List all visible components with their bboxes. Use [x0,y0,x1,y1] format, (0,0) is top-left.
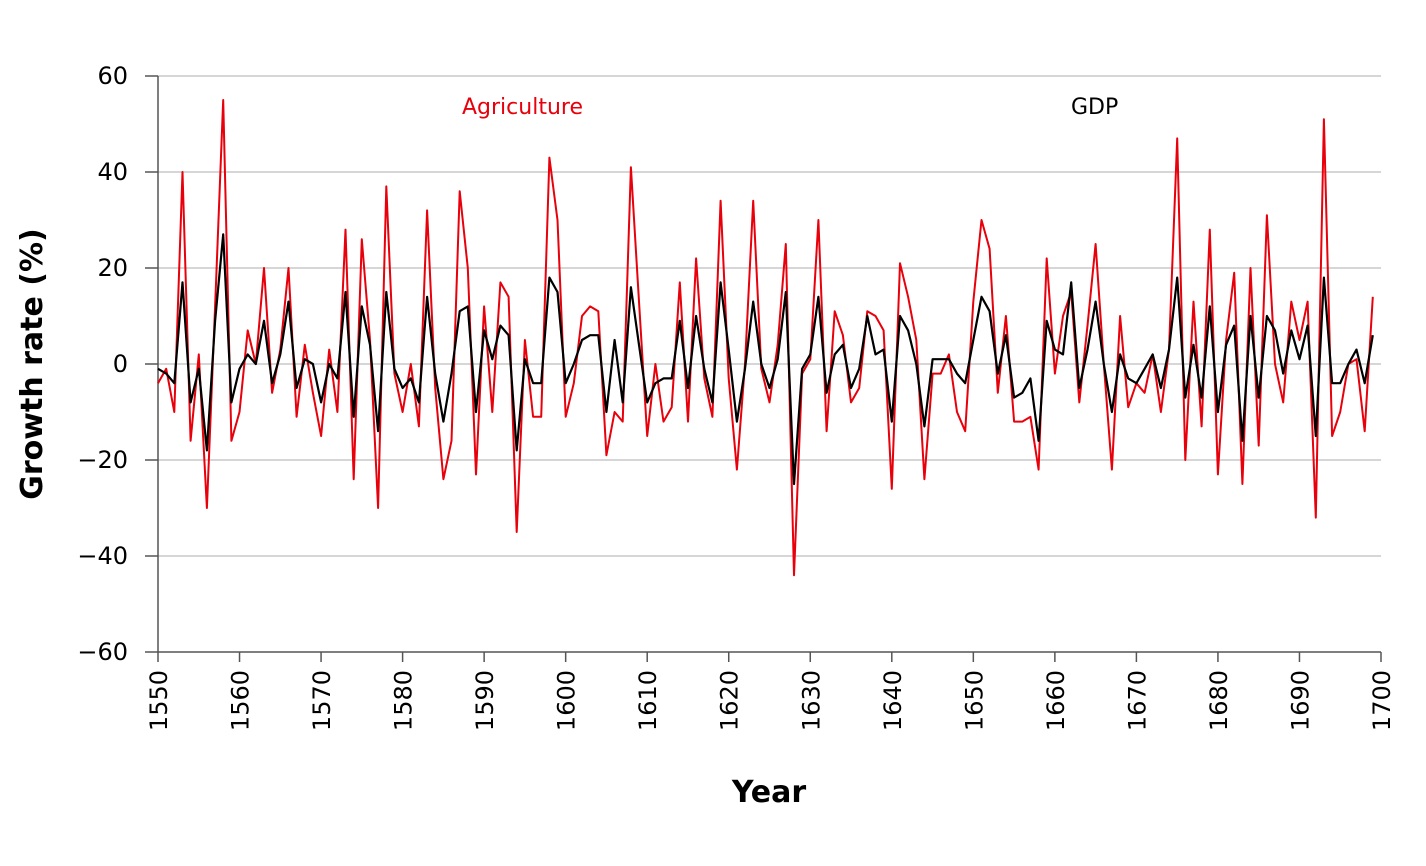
series-line-agriculture [157,99,1374,577]
y-tick-label: −60 [77,638,128,666]
x-axis-title: Year [731,775,807,810]
y-tick-label: −40 [77,542,128,570]
x-tick-label: 1620 [716,670,744,731]
x-tick-label: 1590 [471,670,499,731]
series-line-gdp [157,233,1374,486]
y-tick-label: 40 [97,158,128,186]
x-tick-label: 1610 [634,670,662,731]
x-tick-label: 1700 [1368,670,1396,731]
tick-labels: 60 40 20 0 −20 −40 −60 1550 1560 1570 1580 1590 1600… [77,62,1396,731]
y-tick-label: −20 [77,446,128,474]
y-axis-title: Growth rate (%) [15,228,50,500]
series-label-gdp: GDP [1071,95,1118,120]
x-tick-label: 1680 [1205,670,1233,731]
y-tick-label: 20 [97,254,128,282]
x-tick-label: 1670 [1123,670,1151,731]
x-tick-label: 1640 [879,670,907,731]
x-tick-label: 1560 [227,670,255,731]
x-tick-label: 1650 [960,670,988,731]
x-tick-label: 1580 [390,670,418,731]
y-tick-label: 60 [97,62,128,90]
x-tick-label: 1660 [1042,670,1070,731]
x-tick-label: 1550 [145,670,173,731]
x-tick-label: 1630 [797,670,825,731]
y-tick-label: 0 [113,350,128,378]
axes [145,75,1382,662]
series-lines [157,99,1374,577]
x-tick-label: 1600 [553,670,581,731]
x-tick-label: 1570 [308,670,336,731]
series-label-agriculture: Agriculture [462,95,583,120]
x-tick-label: 1690 [1286,670,1314,731]
grid-lines [158,75,1381,557]
